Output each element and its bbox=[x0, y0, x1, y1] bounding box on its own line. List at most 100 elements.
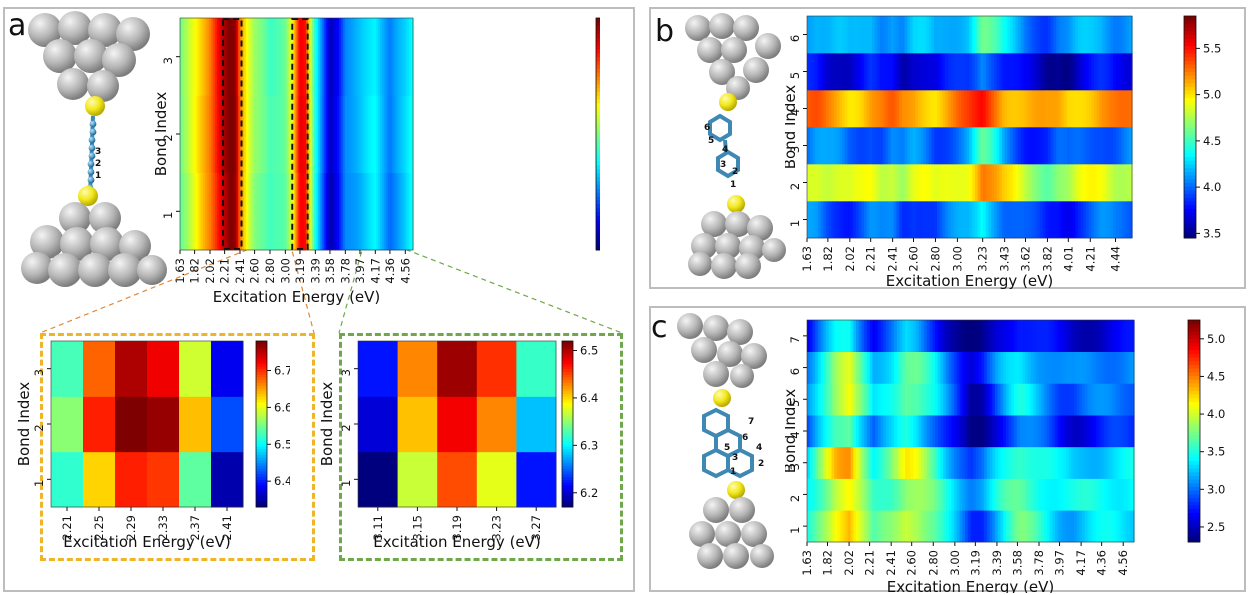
heatmap-cell bbox=[948, 351, 953, 384]
heatmap-cell bbox=[226, 18, 230, 96]
heatmap-cell bbox=[1022, 446, 1026, 479]
heatmap-cell bbox=[961, 16, 965, 54]
heatmap-cell bbox=[1102, 16, 1106, 54]
heatmap-cell bbox=[83, 341, 116, 397]
heatmap-cell bbox=[959, 320, 963, 353]
heatmap-cell bbox=[1033, 383, 1037, 416]
heatmap-cell bbox=[1123, 478, 1127, 511]
heatmap-cell bbox=[1052, 478, 1056, 511]
heatmap-cell bbox=[926, 415, 931, 448]
heatmap-cell bbox=[1091, 16, 1095, 54]
heatmap-cell bbox=[1057, 510, 1062, 543]
heatmap-cell bbox=[354, 18, 358, 96]
heatmap-cell bbox=[880, 164, 884, 202]
heatmap-cell bbox=[890, 164, 895, 202]
heatmap-cell bbox=[1016, 478, 1021, 511]
heatmap-cell bbox=[965, 383, 969, 416]
heatmap-cell bbox=[1087, 383, 1091, 416]
heatmap-cell bbox=[1104, 320, 1108, 353]
heatmap-cell bbox=[1118, 164, 1122, 202]
heatmap-cell bbox=[1080, 53, 1084, 91]
colorbar-segment bbox=[256, 446, 267, 450]
heatmap-cell bbox=[197, 172, 201, 251]
colorbar-segment bbox=[1184, 101, 1196, 106]
colorbar-segment bbox=[562, 376, 573, 381]
x-tick-label: 2.02 bbox=[842, 550, 856, 576]
colorbar-segment bbox=[562, 501, 573, 505]
heatmap-cell bbox=[1048, 16, 1052, 54]
heatmap-cell bbox=[961, 90, 965, 128]
x-tick-label: 3.97 bbox=[353, 258, 367, 284]
heatmap-cell bbox=[962, 415, 966, 448]
heatmap-cell bbox=[1033, 446, 1037, 479]
heatmap-cell bbox=[226, 95, 230, 173]
heatmap-cell bbox=[1085, 53, 1090, 91]
heatmap-cell bbox=[964, 53, 968, 91]
heatmap-cell bbox=[199, 18, 202, 96]
heatmap-cell bbox=[1041, 510, 1045, 543]
molecule-a-illustration: 3 2 1 bbox=[21, 11, 167, 287]
sulfur-atom-top-c bbox=[713, 389, 731, 407]
heatmap-cell bbox=[1050, 16, 1055, 54]
heatmap-cell bbox=[304, 172, 307, 251]
heatmap-cell bbox=[1088, 127, 1092, 165]
heatmap-cell bbox=[920, 90, 925, 128]
colorbar-segment bbox=[562, 495, 573, 500]
heatmap-cell bbox=[937, 201, 941, 239]
heatmap-cell bbox=[393, 95, 397, 173]
y-tick-label: 1 bbox=[339, 480, 353, 487]
heatmap-cell bbox=[1015, 90, 1019, 128]
heatmap-cell bbox=[815, 90, 819, 128]
colorbar-segment bbox=[596, 25, 600, 31]
heatmap-cell bbox=[823, 351, 827, 384]
heatmap-cell bbox=[839, 446, 844, 479]
colorbar-segment bbox=[562, 399, 573, 403]
heatmap-cell bbox=[1115, 53, 1120, 91]
heatmap-cell bbox=[915, 201, 919, 239]
heatmap-cell bbox=[877, 127, 881, 165]
heatmap-cell bbox=[181, 95, 185, 173]
heatmap-cell bbox=[1048, 164, 1052, 202]
heatmap-cell bbox=[391, 95, 395, 173]
heatmap-cell bbox=[1082, 320, 1086, 353]
colorbar-segment bbox=[1184, 145, 1196, 150]
heatmap-cell bbox=[836, 510, 841, 543]
heatmap-cell bbox=[831, 201, 835, 239]
heatmap-cell bbox=[1005, 320, 1010, 353]
heatmap-cell bbox=[973, 478, 977, 511]
heatmap-cell bbox=[1091, 201, 1095, 239]
heatmap-cell bbox=[1114, 510, 1119, 543]
heatmap-cell bbox=[298, 95, 301, 173]
heatmap-cell bbox=[809, 446, 814, 479]
colorbar-segment bbox=[1188, 442, 1200, 447]
colorbar-segment bbox=[596, 21, 600, 27]
heatmap-cell bbox=[1008, 510, 1012, 543]
heatmap-cell bbox=[1082, 510, 1086, 543]
heatmap-cell bbox=[1049, 320, 1053, 353]
heatmap-cell bbox=[945, 415, 950, 448]
heatmap-cell bbox=[381, 95, 385, 173]
heatmap-cell bbox=[230, 18, 234, 96]
x-tick-label: 2.80 bbox=[263, 258, 277, 284]
y-tick-label: 1 bbox=[788, 220, 802, 227]
heatmap-cell bbox=[1039, 164, 1044, 202]
heatmap-cell bbox=[861, 201, 865, 239]
heatmap-cell bbox=[880, 90, 884, 128]
heatmap-cell bbox=[1049, 415, 1053, 448]
heatmap-cell bbox=[387, 172, 391, 251]
heatmap-cell bbox=[812, 90, 816, 128]
colorbar-segment bbox=[256, 424, 267, 428]
heatmap-cell bbox=[888, 415, 893, 448]
heatmap-cell bbox=[970, 510, 974, 543]
colorbar-segment bbox=[596, 99, 600, 104]
colorbar-segment bbox=[1188, 493, 1200, 499]
heatmap-cell bbox=[910, 320, 914, 353]
heatmap-cell bbox=[937, 446, 942, 479]
heatmap-cell bbox=[975, 415, 980, 448]
heatmap-cell bbox=[983, 164, 987, 202]
colorbar-segment bbox=[596, 199, 600, 205]
heatmap-cell bbox=[279, 172, 282, 251]
colorbar-segment bbox=[256, 363, 267, 367]
heatmap-cell bbox=[942, 164, 946, 202]
heatmap-cell bbox=[896, 351, 901, 384]
